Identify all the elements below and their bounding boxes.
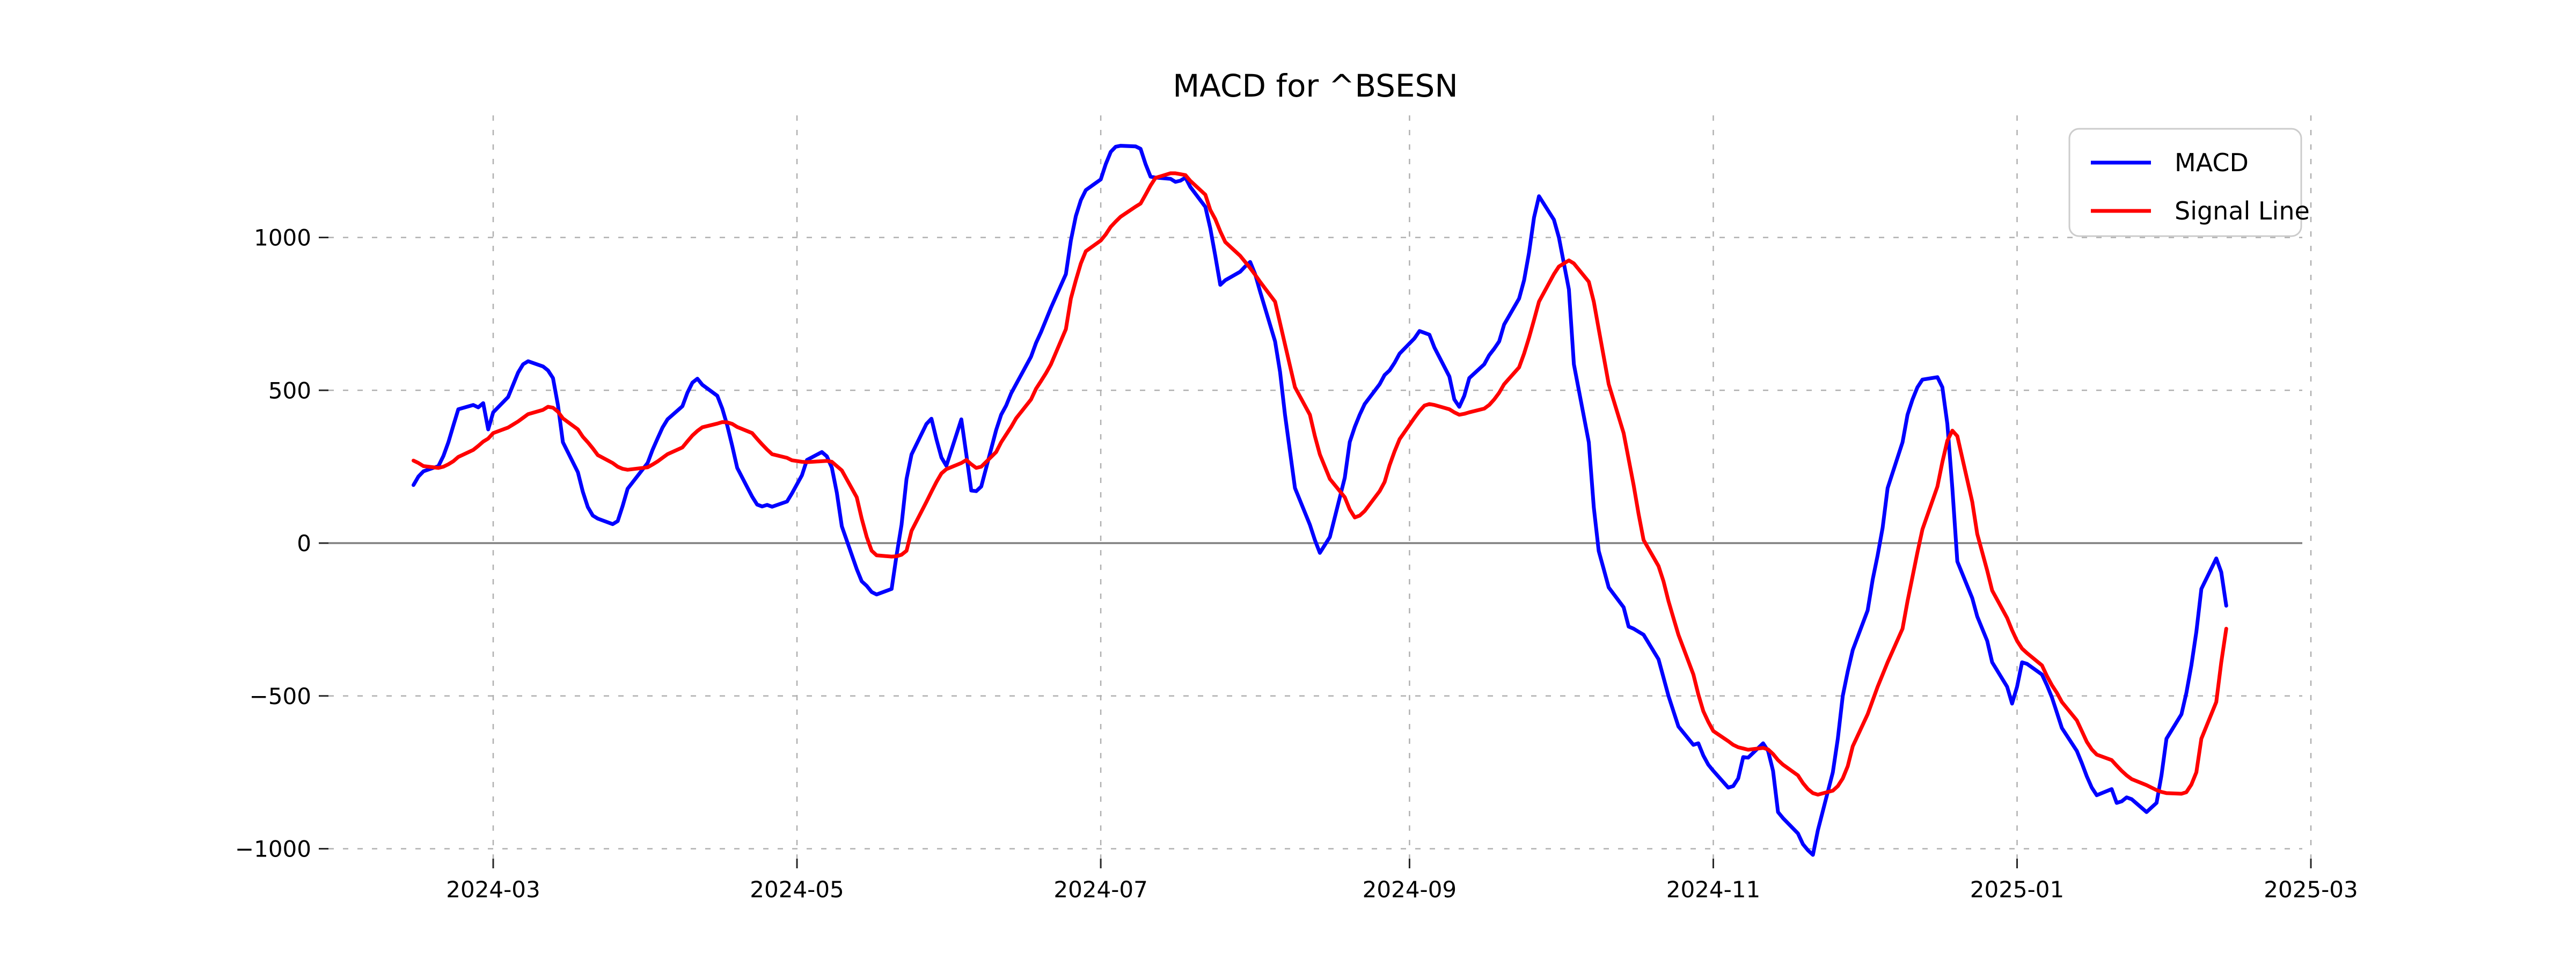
x-tick-label: 2024-11: [1666, 876, 1761, 903]
chart-title: MACD for ^BSESN: [1173, 68, 1458, 104]
x-tick-label: 2024-05: [750, 876, 844, 903]
x-tick-label: 2024-03: [446, 876, 540, 903]
x-tick-label: 2025-03: [2264, 876, 2358, 903]
tick-label-layer: 2024-03 2024-05 2024-07 2024-09 2024-11 2025-…: [235, 225, 2358, 903]
tick-mark-layer: [319, 237, 2312, 868]
y-tick-label: −1000: [235, 836, 311, 862]
legend-box: MACD Signal Line: [2068, 128, 2310, 237]
macd-line-series: [412, 144, 2228, 857]
x-tick-label: 2024-09: [1363, 876, 1457, 903]
x-tick-label: 2025-01: [1970, 876, 2065, 903]
y-tick-label: −500: [250, 683, 311, 709]
legend-signal-label: Signal Line: [2175, 196, 2310, 225]
grid-layer: [328, 115, 2312, 859]
series-layer: [412, 144, 2228, 857]
y-tick-label: 500: [268, 377, 311, 404]
legend-macd-label: MACD: [2175, 148, 2249, 177]
y-tick-label: 1000: [254, 225, 311, 251]
y-tick-label: 0: [297, 530, 311, 557]
x-tick-label: 2024-07: [1053, 876, 1148, 903]
signal-line-series: [412, 171, 2228, 797]
